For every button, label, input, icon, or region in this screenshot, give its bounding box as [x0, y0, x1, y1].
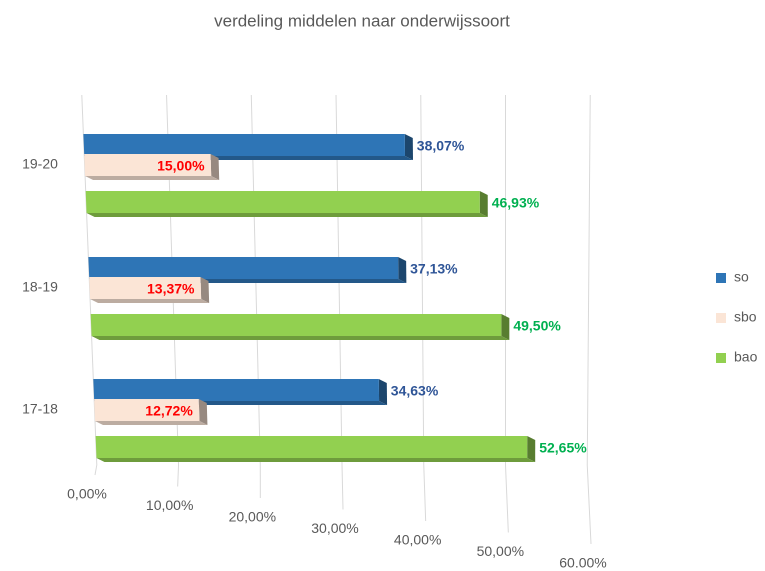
grid-line: [420, 94, 427, 522]
bar-side: [398, 257, 407, 283]
bar-side: [210, 154, 220, 180]
bar-side: [501, 314, 510, 340]
x-tick-label: 10,00%: [146, 497, 193, 513]
grid-line: [166, 94, 180, 487]
data-label: 38,07%: [417, 138, 465, 154]
y-tick-label: 19-20: [22, 156, 58, 172]
grid-line: [335, 94, 344, 510]
bar-side: [479, 191, 488, 217]
data-label: 12,72%: [145, 403, 193, 419]
x-tick-label: 50,00%: [477, 543, 524, 559]
x-tick-label: 30,00%: [311, 520, 358, 536]
legend-label: so: [734, 269, 749, 285]
bar-bottom: [90, 299, 210, 303]
legend-label: sbo: [734, 309, 757, 325]
legend-swatch: [716, 313, 726, 323]
bar-side: [527, 436, 536, 462]
bar: [83, 134, 405, 156]
bar-bottom: [86, 213, 488, 217]
bar: [84, 154, 212, 176]
data-label: 34,63%: [391, 383, 439, 399]
x-tick-label: 60.00%: [559, 555, 606, 571]
data-label: 52,65%: [539, 440, 587, 456]
bar-bottom: [91, 336, 510, 340]
y-tick-label: 17-18: [22, 401, 58, 417]
bar: [90, 314, 502, 336]
data-label: 37,13%: [410, 261, 458, 277]
legend-label: bao: [734, 349, 758, 365]
bar-side: [198, 399, 208, 425]
bar-bottom: [96, 458, 536, 462]
bar: [85, 191, 480, 213]
bar: [89, 277, 202, 299]
data-label: 46,93%: [492, 195, 540, 211]
data-label: 49,50%: [513, 318, 561, 334]
grid-line: [586, 94, 592, 545]
bar-side: [404, 134, 413, 160]
grid-line: [505, 95, 509, 533]
bar: [94, 399, 200, 421]
legend-swatch: [716, 353, 726, 363]
legend-swatch: [716, 273, 726, 283]
bar: [88, 257, 399, 279]
data-label: 15,00%: [157, 158, 205, 174]
x-tick-label: 0,00%: [67, 486, 107, 502]
bar-side: [200, 277, 210, 303]
bar: [95, 436, 528, 458]
y-tick-label: 18-19: [22, 279, 58, 295]
x-tick-label: 40,00%: [394, 532, 441, 548]
bar-bottom: [85, 176, 220, 180]
bar: [93, 379, 380, 401]
bar-side: [378, 379, 388, 405]
grid-line: [250, 94, 261, 499]
bar-bottom: [95, 421, 208, 425]
x-tick-label: 20,00%: [229, 509, 276, 525]
chart-title: verdeling middelen naar onderwijssoort: [214, 11, 510, 30]
data-label: 13,37%: [147, 281, 195, 297]
grid-line: [81, 94, 98, 476]
